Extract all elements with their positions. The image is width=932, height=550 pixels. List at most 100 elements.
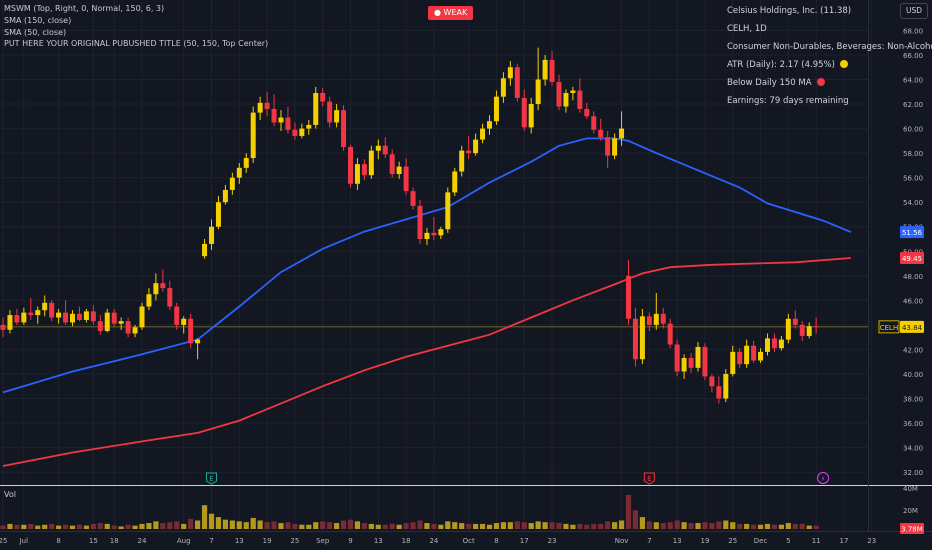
indicator-title[interactable]: PUT HERE YOUR ORIGINAL PUBUSHED TITLE (5…	[4, 39, 269, 48]
volume-bar	[473, 523, 479, 529]
volume-bar	[438, 524, 444, 529]
volume-bar	[632, 510, 639, 529]
volume-bar	[0, 525, 6, 529]
volume-bar	[542, 522, 548, 529]
earnings-marker	[643, 472, 655, 485]
volume-bar	[69, 525, 76, 529]
volume-current-tag	[900, 523, 924, 534]
volume-bar	[674, 520, 680, 529]
candle-body	[21, 312, 27, 323]
candle-body	[403, 166, 409, 192]
indicator-mswm[interactable]: MSWM (Top, Right, 0, Normal, 150, 6, 3)	[4, 4, 165, 13]
candle-body	[209, 226, 214, 244]
volume-bar	[431, 523, 437, 529]
sma-50-line	[2, 137, 852, 394]
volume-bar	[806, 525, 812, 529]
candle-body	[514, 67, 520, 98]
volume-bar	[90, 523, 96, 529]
volume-bar	[577, 523, 583, 529]
volume-bar	[695, 523, 701, 529]
volume-bar	[174, 521, 180, 529]
volume-bar	[730, 522, 736, 529]
price-tick-label: 60.00	[903, 126, 923, 134]
status-badge-label: WEAK	[443, 8, 468, 17]
volume-tick-label: 40M	[903, 485, 918, 493]
candle-body	[139, 306, 145, 328]
currency-button[interactable]: USD	[900, 3, 928, 19]
candle-body	[556, 81, 562, 107]
status-badge: ● WEAK	[428, 6, 474, 20]
time-tick-label: 17	[520, 537, 529, 545]
candle-body	[181, 318, 187, 325]
volume-bar	[612, 522, 618, 529]
volume-bar	[56, 525, 62, 529]
volume-bar	[264, 522, 270, 529]
candle-body	[97, 321, 103, 332]
candle-body	[396, 166, 402, 174]
volume-bar	[702, 522, 708, 529]
volume-bar	[334, 523, 340, 529]
volume-bar	[21, 524, 27, 529]
time-tick-label: 13	[235, 537, 244, 545]
volume-bar	[118, 526, 124, 529]
volume-bar	[111, 525, 117, 529]
candle-body	[334, 110, 340, 123]
candle-body	[813, 326, 819, 328]
volume-pane-label[interactable]: Vol	[4, 490, 16, 499]
time-tick-label: 8	[56, 537, 60, 545]
candle-body	[535, 79, 541, 105]
candle-body	[632, 318, 638, 360]
volume-bar	[605, 521, 611, 529]
indicator-sma-50[interactable]: SMA (50, close)	[4, 28, 67, 37]
volume-bar	[250, 517, 256, 529]
price-tick-label: 42.00	[903, 346, 923, 354]
candle-body	[619, 128, 625, 139]
info-ma-text: Below Daily 150 MA	[727, 78, 812, 88]
candle-body	[716, 386, 722, 399]
volume-bar	[625, 495, 632, 529]
time-tick-label: 18	[110, 537, 119, 545]
time-tick-label: 25	[728, 537, 737, 545]
volume-bar	[278, 523, 284, 529]
candle-body	[28, 312, 34, 316]
candle-body	[723, 373, 729, 399]
price-tick-label: 62.00	[903, 101, 923, 109]
time-tick-label: 18	[402, 537, 411, 545]
volume-bar	[146, 523, 152, 529]
candle-body	[236, 167, 242, 178]
volume-bar	[243, 522, 249, 529]
candle-body	[549, 59, 555, 82]
info-earnings: Earnings: 79 days remaining	[727, 96, 849, 106]
candle-body	[83, 311, 89, 320]
price-tick-label: 46.00	[903, 297, 923, 305]
candle-body	[243, 158, 249, 168]
candle-body	[63, 312, 69, 323]
indicator-sma-150[interactable]: SMA (150, close)	[4, 16, 72, 25]
time-tick-label: 24	[138, 537, 147, 545]
candle-body	[646, 316, 652, 325]
time-tick-label: 19	[700, 537, 709, 545]
price-tick-label: 56.00	[903, 175, 923, 183]
candle-body	[730, 351, 736, 374]
candle-body	[292, 129, 298, 136]
candle-body	[639, 316, 645, 360]
candle-body	[104, 312, 110, 332]
volume-bar	[285, 522, 291, 529]
candle-body	[577, 90, 583, 109]
candle-body	[480, 128, 486, 140]
candle-body	[758, 351, 764, 361]
ma-status-dot	[816, 78, 825, 86]
time-tick-label: 25	[290, 537, 299, 545]
volume-bar	[271, 521, 277, 529]
volume-bar	[299, 524, 305, 529]
volume-bar	[584, 524, 590, 529]
candle-body	[500, 78, 506, 97]
candle-body	[327, 101, 333, 123]
candle-body	[14, 315, 20, 323]
info-ma-status: Below Daily 150 MA	[727, 78, 825, 88]
time-tick-label: 24	[429, 537, 438, 545]
volume-bar	[62, 524, 69, 529]
candle-body	[306, 124, 312, 129]
volume-bar	[340, 520, 347, 529]
